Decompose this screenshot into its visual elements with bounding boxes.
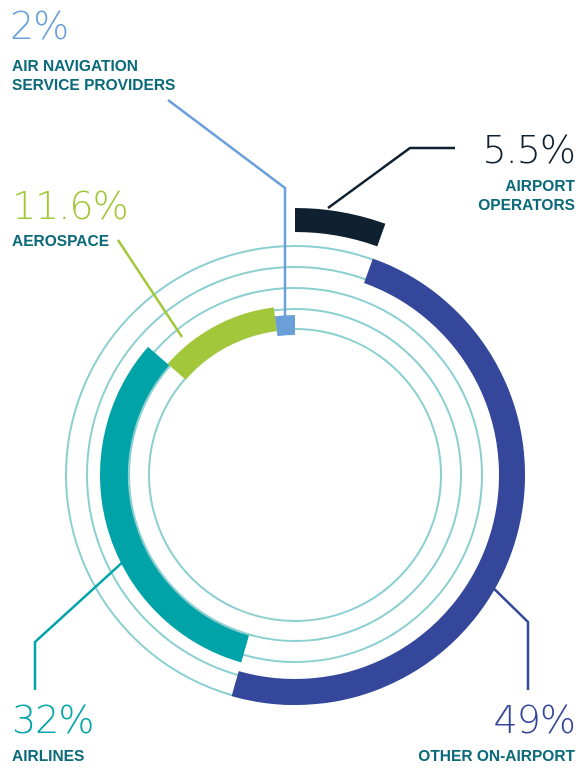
category-label: AIRLINES [12,748,85,765]
leaders [33,99,530,690]
arc-segment [294,208,386,247]
leader-line [327,146,455,210]
value-label: 2% [10,4,69,48]
ring [128,308,462,642]
leader-line [116,239,184,338]
value-label: 32% [12,698,94,742]
leader-line [33,559,126,690]
arc-segment [100,346,250,663]
category-label: AIR NAVIGATION SERVICE PROVIDERS [12,58,176,94]
arc-segment [274,315,296,337]
category-label: AIRPORT OPERATORS [478,178,575,214]
category-label: OTHER ON-AIRPORT [418,748,575,765]
leader-line [167,99,287,325]
value-label: 49% [493,698,576,742]
value-label: 5.5% [482,128,576,172]
arc-segment [231,258,526,705]
leader-line [481,576,530,690]
category-label: AEROSPACE [12,233,110,250]
ring [148,328,442,622]
value-label: 11.6% [12,184,129,228]
arc-segment [167,307,278,380]
